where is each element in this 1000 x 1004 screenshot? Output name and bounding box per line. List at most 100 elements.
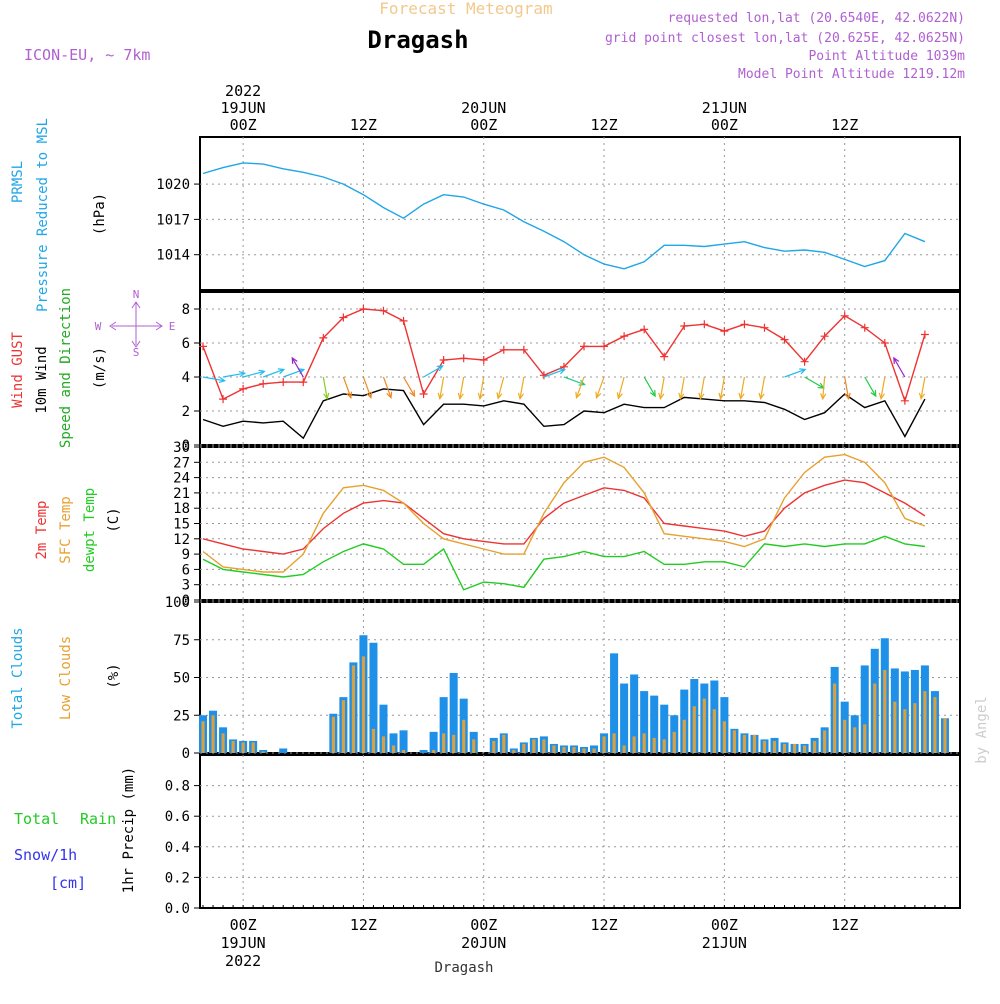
wind-arrow-head	[658, 392, 665, 401]
total-cloud-bar	[439, 697, 448, 753]
bottom-time-label: 19JUN	[221, 934, 266, 952]
total-label: Total	[14, 810, 59, 828]
wind-arrow	[575, 376, 585, 398]
gust-marker	[439, 356, 448, 364]
low-cloud-bar	[642, 733, 646, 753]
gust-marker	[580, 342, 589, 351]
low-cloud-bar	[802, 745, 807, 753]
gust-marker	[479, 356, 488, 364]
wind-arrow	[242, 370, 265, 378]
low-cloud-bar	[893, 701, 897, 753]
low-cloud-bar	[452, 734, 456, 753]
wind-arrow-head	[291, 356, 298, 364]
top-time-label: 00Z	[711, 116, 738, 134]
wind-arrow-head	[649, 390, 656, 398]
compass-s: S	[133, 346, 140, 359]
point-altitude: Point Altitude 1039m	[808, 49, 965, 64]
wind-arrow	[283, 368, 305, 378]
pressure-msl-label: Pressure Reduced to MSL	[35, 118, 51, 312]
low-cloud-bar	[883, 669, 887, 753]
gust-marker	[720, 327, 729, 336]
bottom-time-label: 12Z	[831, 916, 858, 934]
gust-marker	[519, 345, 528, 354]
top-time-label: 12Z	[350, 116, 377, 134]
temperature-ytick-label: 3	[182, 578, 190, 594]
pressure-ytick-label: 1014	[156, 248, 190, 264]
low-cloud-bar	[562, 746, 566, 753]
wind-arrow	[920, 376, 926, 399]
low-cloud-bar	[672, 731, 676, 753]
station-title: Dragash	[367, 26, 468, 54]
bottom-time-label: 12Z	[591, 916, 618, 934]
low-cloud-bar	[231, 740, 235, 753]
low-cloud-bar	[652, 737, 656, 753]
top-time-label: 2022	[225, 82, 261, 100]
watermark: by Angel	[974, 696, 990, 763]
low-cloud-bar	[472, 739, 476, 753]
temp-unit-label: (C)	[106, 507, 122, 532]
wind-arrow-head	[870, 390, 877, 398]
low-cloud-bar	[582, 748, 586, 753]
pressure-unit-label: (hPa)	[92, 193, 108, 235]
gust-marker	[379, 306, 388, 315]
compass-n: N	[133, 288, 140, 301]
low-cloud-bar	[772, 740, 777, 753]
precipitation-ytick-label: 0.4	[165, 840, 190, 856]
prmsl-label: PRMSL	[10, 161, 26, 203]
gust-marker	[459, 354, 468, 363]
gust-marker	[319, 333, 328, 342]
wind-frame	[199, 291, 961, 446]
wind-arrow-head	[457, 392, 464, 401]
total-cloud-bar	[660, 704, 669, 753]
low-cloud-bar	[853, 727, 857, 753]
low-cloud-bar	[381, 736, 386, 753]
wind-gust-label: Wind GUST	[10, 332, 26, 408]
clouds-ytick-label: 100	[165, 595, 190, 611]
snow-unit-label: [cm]	[50, 874, 86, 892]
clouds-ytick-label: 25	[173, 708, 190, 724]
low-cloud-bar	[933, 697, 937, 753]
low-cloud-bar	[391, 745, 396, 753]
precipitation-ytick-label: 0.8	[165, 779, 190, 795]
series-line-10m-wind	[202, 388, 926, 440]
wind-arrow-head	[437, 392, 444, 401]
gust-marker	[299, 378, 308, 387]
low-cloud-bar	[913, 703, 917, 753]
low-cloud-bar	[622, 745, 626, 753]
low-cloud-bar	[572, 746, 576, 753]
precipitation-ytick-label: 0.2	[165, 870, 190, 886]
wind-unit-label: (m/s)	[92, 347, 108, 389]
gust-marker	[620, 332, 629, 341]
bottom-time-label: 00Z	[711, 916, 738, 934]
series-line-prmsl	[202, 162, 926, 270]
total-cloud-bar	[860, 665, 869, 753]
bottom-time-label: 00Z	[230, 916, 257, 934]
total-cloud-bar	[620, 683, 629, 753]
wind-arrow-head	[738, 392, 745, 401]
total-cloud-bar	[389, 733, 398, 753]
wind-arrow-head	[678, 392, 685, 401]
sfc-temp-label: SFC Temp	[58, 496, 74, 563]
gust-marker	[800, 357, 809, 366]
temperature-ytick-label: 24	[173, 471, 190, 487]
wind-arrow	[519, 376, 525, 399]
low-cloud-bar	[863, 724, 867, 753]
wind-arrow	[479, 376, 485, 399]
low-cloud-bar	[532, 739, 536, 753]
gust-marker	[780, 335, 789, 344]
bottom-time-label: 2022	[225, 952, 261, 970]
wind-arrow	[864, 376, 877, 397]
low-cloud-bar	[923, 691, 927, 753]
model-altitude: Model Point Altitude 1219.12m	[738, 67, 965, 82]
low-cloud-bar	[632, 736, 636, 753]
wind-arrow-head	[436, 365, 444, 372]
temperature-ytick-label: 30	[173, 440, 190, 456]
temperature-ytick-label: 27	[173, 455, 190, 471]
panel-pressure: 1014 1017 1020	[156, 136, 961, 291]
panel-precipitation: 0.0 0.2 0.4 0.6 0.8	[165, 754, 961, 917]
gust-marker	[700, 320, 709, 329]
wind-arrow	[403, 376, 416, 397]
low-cloud-bar	[251, 742, 255, 753]
